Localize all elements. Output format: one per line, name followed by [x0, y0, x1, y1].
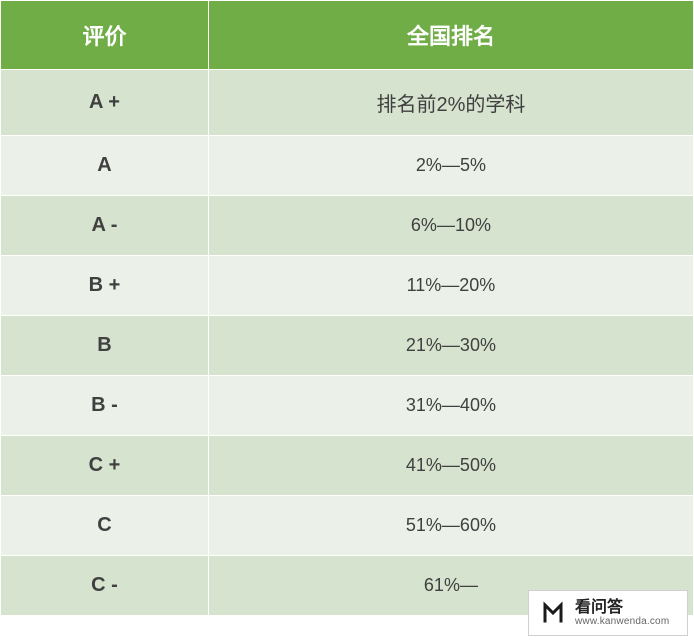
grade-cell: A + — [1, 70, 209, 136]
grade-cell: A - — [1, 196, 209, 256]
watermark-logo-icon — [537, 597, 569, 629]
watermark-url: www.kanwenda.com — [575, 616, 669, 627]
ranking-table: 评价 全国排名 A + 排名前2%的学科 A 2%—5% A - 6%—10% … — [0, 0, 694, 616]
header-rank: 全国排名 — [208, 1, 693, 70]
grade-cell: A — [1, 136, 209, 196]
rank-cell: 排名前2%的学科 — [208, 70, 693, 136]
table-row: C 51%—60% — [1, 496, 694, 556]
table-row: A 2%—5% — [1, 136, 694, 196]
table-row: B + 11%—20% — [1, 256, 694, 316]
table-header-row: 评价 全国排名 — [1, 1, 694, 70]
table-row: A + 排名前2%的学科 — [1, 70, 694, 136]
rank-cell: 21%—30% — [208, 316, 693, 376]
grade-cell: C - — [1, 556, 209, 616]
table-row: B - 31%—40% — [1, 376, 694, 436]
table-body: A + 排名前2%的学科 A 2%—5% A - 6%—10% B + 11%—… — [1, 70, 694, 616]
watermark-title: 看问答 — [575, 599, 669, 617]
grade-cell: B — [1, 316, 209, 376]
grade-cell: C + — [1, 436, 209, 496]
rank-cell: 2%—5% — [208, 136, 693, 196]
rank-cell: 51%—60% — [208, 496, 693, 556]
table-row: B 21%—30% — [1, 316, 694, 376]
rank-cell: 41%—50% — [208, 436, 693, 496]
rank-cell: 31%—40% — [208, 376, 693, 436]
grade-cell: C — [1, 496, 209, 556]
table-row: A - 6%—10% — [1, 196, 694, 256]
grade-cell: B + — [1, 256, 209, 316]
grade-cell: B - — [1, 376, 209, 436]
watermark-text: 看问答 www.kanwenda.com — [575, 599, 669, 628]
watermark-badge: 看问答 www.kanwenda.com — [528, 590, 688, 636]
rank-cell: 6%—10% — [208, 196, 693, 256]
table-row: C + 41%—50% — [1, 436, 694, 496]
header-grade: 评价 — [1, 1, 209, 70]
rank-cell: 11%—20% — [208, 256, 693, 316]
